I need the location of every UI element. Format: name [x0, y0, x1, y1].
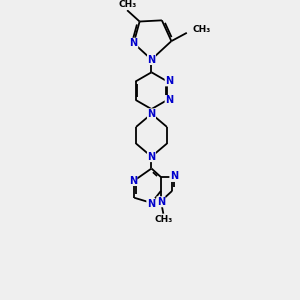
- Text: N: N: [147, 109, 155, 119]
- Text: N: N: [147, 199, 155, 208]
- Text: CH₃: CH₃: [192, 25, 210, 34]
- Text: N: N: [129, 176, 137, 185]
- Text: N: N: [130, 38, 138, 48]
- Text: N: N: [147, 152, 155, 162]
- Text: N: N: [147, 55, 155, 64]
- Text: N: N: [165, 76, 173, 86]
- Text: CH₃: CH₃: [118, 0, 136, 9]
- Text: N: N: [157, 197, 165, 207]
- Text: N: N: [170, 172, 178, 182]
- Text: CH₃: CH₃: [155, 215, 173, 224]
- Text: N: N: [165, 95, 173, 106]
